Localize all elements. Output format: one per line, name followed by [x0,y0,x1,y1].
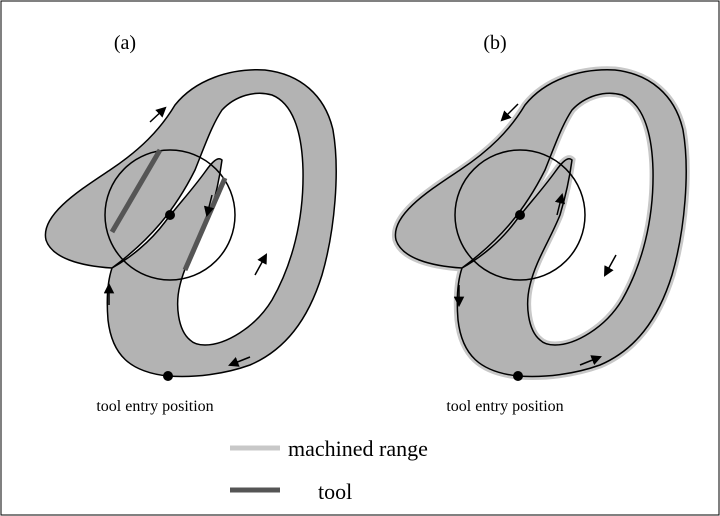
figure: (a) tool entry position (b) tool entry p… [0,0,720,516]
legend-label: machined range [288,436,428,461]
machined-region [45,70,336,377]
arrow [150,108,165,122]
center-dot [515,210,525,220]
legend: machined range tool [230,436,428,504]
legend-label: tool [318,479,352,504]
panel-b: (b) tool entry position [395,32,686,415]
machined-region [395,70,686,377]
caption: tool entry position [446,398,563,415]
panel-label: (a) [114,32,136,54]
caption: tool entry position [96,398,213,415]
panel-a: (a) tool entry position [45,32,336,415]
arrow [605,255,616,275]
center-dot [165,210,175,220]
entry-dot [513,371,523,381]
entry-dot [163,371,173,381]
panel-label: (b) [483,32,506,54]
arrow [255,255,266,275]
